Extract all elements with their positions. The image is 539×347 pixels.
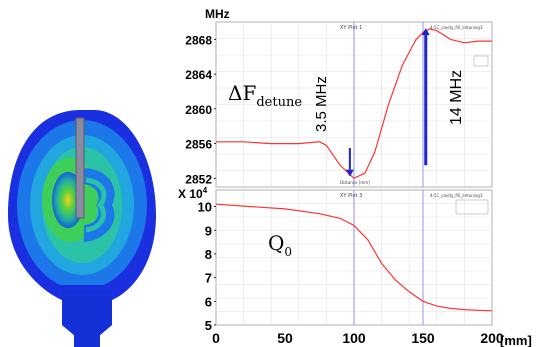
y-tick-label: 7: [205, 271, 212, 286]
annotation-3-5mhz: 3.5 MHz: [313, 76, 330, 132]
y-tick-label: 2864: [185, 68, 212, 82]
arrow-3-5mhz: [345, 147, 354, 177]
arrow-head: [345, 169, 354, 177]
top-plot-header-right: 4-5C_cavity_fill_detuning3: [430, 25, 483, 30]
y-tick-label: 2860: [185, 103, 212, 117]
bottom-unit-label: X 104: [178, 186, 208, 201]
antenna-probe: [75, 117, 85, 219]
y-tick-label: 2868: [185, 33, 212, 47]
top-plot-legend: [473, 55, 489, 67]
y-tick-label: 9: [205, 223, 212, 238]
y-tick-label: 10: [198, 200, 212, 215]
bottom-plot-y-ticks: 5 6 7 8 9 10: [198, 200, 216, 333]
y-tick-label: 2852: [185, 172, 212, 186]
delta-f-label: ΔFdetune: [228, 81, 302, 110]
bottom-plot-series-line: [215, 203, 493, 312]
arrow-head: [421, 28, 430, 36]
bottom-plot-title: XY Plot 3: [340, 193, 362, 199]
top-plot: MHz XY Plot 1 4-5C_cavity_fill_detuning3…: [185, 7, 493, 188]
bottom-plot: X 104 XY Plot 3 4-5C_cavity_fill_detunin…: [178, 186, 532, 347]
cavity-field-image: [8, 110, 156, 347]
annotation-14mhz: 14 MHz: [448, 70, 465, 125]
q0-label: Q0: [268, 231, 292, 259]
bottom-plot-header-right: 4-5C_cavity_fill_detuning3: [430, 193, 483, 198]
bottom-plot-markers: [353, 190, 424, 325]
y-tick-label: 6: [205, 294, 212, 309]
x-tick-label: 100: [342, 330, 366, 346]
x-tick-label: 150: [411, 330, 435, 346]
y-tick-label: 8: [205, 247, 212, 262]
bottom-plot-x-ticks: 0 50 100 150 200: [212, 330, 504, 346]
x-tick-label: 200: [480, 330, 504, 346]
x-axis-unit-label: [mm]: [500, 333, 532, 347]
top-plot-markers: [353, 22, 424, 187]
top-plot-series-line: [216, 28, 492, 180]
top-plot-title: XY Plot 1: [340, 25, 362, 31]
top-plot-y-ticks: 2852 2856 2860 2864 2868: [185, 33, 216, 186]
bottom-plot-legend: [455, 199, 489, 215]
top-unit-label: MHz: [205, 7, 230, 21]
y-tick-label: 2856: [185, 138, 212, 152]
x-tick-label: 0: [212, 330, 220, 346]
arrow-14mhz: [421, 28, 430, 166]
top-plot-x-axis-label: Distance [mm]: [340, 180, 370, 185]
y-tick-label: 5: [205, 318, 212, 333]
x-tick-label: 50: [277, 330, 293, 346]
